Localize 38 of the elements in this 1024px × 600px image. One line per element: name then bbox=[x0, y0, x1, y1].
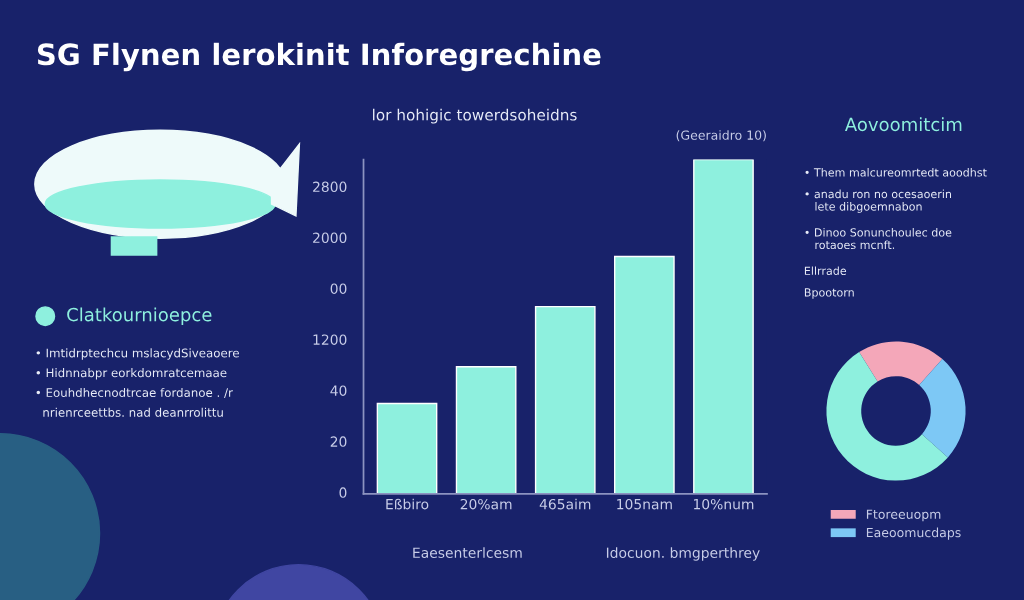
text: 20 bbox=[330, 436, 347, 447]
text: Eaesenterlcesm bbox=[413, 547, 522, 558]
text: Clatkournioepce bbox=[67, 307, 212, 325]
text: Idocuon. bmgperthrey bbox=[606, 547, 760, 561]
text: 00 bbox=[330, 283, 347, 294]
text: Ellrrade bbox=[804, 266, 847, 275]
text: (Geeraidro 10) bbox=[676, 130, 766, 142]
x-tick-label: 20%am bbox=[460, 498, 512, 510]
bar bbox=[534, 305, 596, 494]
text: 40 bbox=[330, 385, 347, 396]
x-tick-label: 465aim bbox=[539, 498, 591, 510]
text: 2000 bbox=[313, 232, 347, 243]
text: SG Flynen lerokinit Inforegrechine bbox=[37, 42, 601, 72]
chart-title: Aovoomitcim bbox=[844, 117, 962, 132]
text: 2800 bbox=[313, 181, 347, 193]
text: • anadu ron no ocesaoerin lete dibgoemnabon bbox=[805, 189, 951, 213]
bar bbox=[693, 159, 754, 494]
text: nrienrceettbs. nad deanrrolittu bbox=[43, 407, 223, 417]
bar bbox=[376, 402, 438, 494]
text: • Them malcureomrtedt aoodhst bbox=[805, 168, 987, 177]
text: Bpootorn bbox=[804, 288, 854, 299]
text: 0 bbox=[339, 487, 347, 498]
text: • Dinoo Sonunchoulec doe rotaoes mcnft. bbox=[805, 228, 952, 250]
chart-title: lor hohigic towerdsoheidns bbox=[373, 108, 577, 124]
donut-slice bbox=[859, 341, 943, 386]
text: 1200 bbox=[313, 334, 347, 345]
x-tick-label: 10%num bbox=[693, 498, 754, 510]
legend-label: Ftoreeuopm bbox=[866, 509, 941, 522]
bar bbox=[455, 366, 517, 494]
text: • Imtidrptechcu mslacydSiveaoere bbox=[36, 348, 239, 360]
donut-slice bbox=[919, 359, 966, 458]
x-tick-label: 105nam bbox=[617, 498, 672, 510]
donut-slice bbox=[826, 351, 948, 481]
bar bbox=[613, 255, 675, 494]
text: • Hidnnabpr eorkdomratcemaae bbox=[36, 368, 227, 380]
x-tick-label: Eßbiro bbox=[386, 498, 429, 510]
legend-label: Eaeoomucdaps bbox=[866, 527, 961, 540]
text: • Eouhdhecnodtrcae fordanoe . /r bbox=[36, 387, 233, 398]
